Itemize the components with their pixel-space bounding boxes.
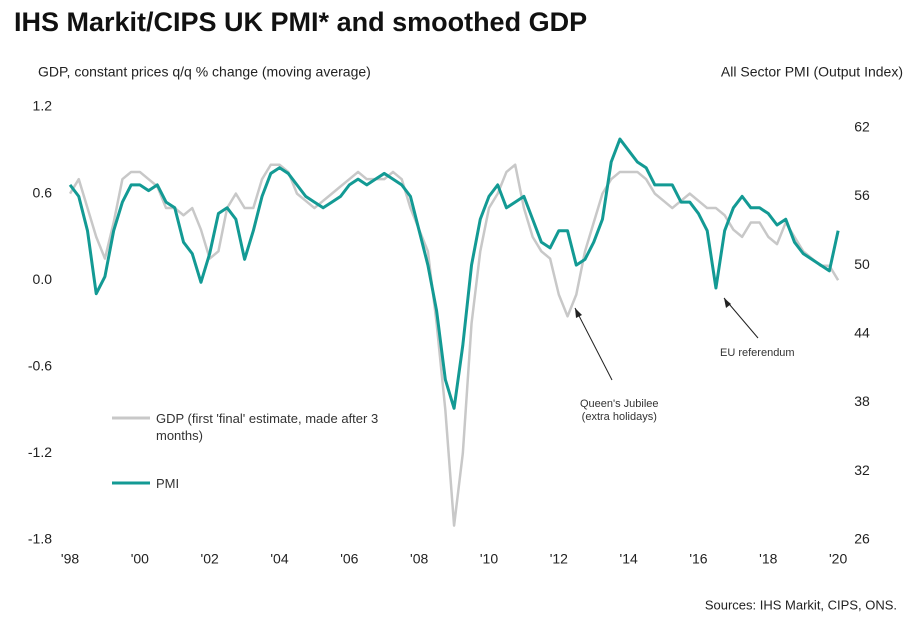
y2-tick-label: 44 [854,325,870,341]
source: Sources: IHS Markit, CIPS, ONS. [705,597,897,612]
x-tick-label: '16 [689,551,707,567]
series-line [68,163,840,527]
arrow [574,307,613,381]
x-tick-label: '00 [131,551,149,567]
y-tick-label: -1.2 [28,444,52,460]
y-axis-label: GDP, constant prices q/q % change (movin… [38,64,371,80]
series-line [68,137,840,410]
x-tick-label: '14 [620,551,638,567]
y2-tick-label: 32 [854,462,870,478]
x-tick-label: '04 [270,551,288,567]
y2-tick-label: 62 [854,118,870,134]
x-tick-label: '98 [61,551,79,567]
y2-tick-label: 56 [854,187,870,203]
x-tick-label: '12 [550,551,568,567]
y2-tick-label: 38 [854,393,870,409]
y2-tick-label: 50 [854,256,870,272]
x-tick-label: '08 [410,551,428,567]
y-tick-label: 0.0 [33,271,53,287]
x-tick-label: '20 [829,551,847,567]
x-tick-label: '02 [201,551,219,567]
chart-title: IHS Markit/CIPS UK PMI* and smoothed GDP [14,7,587,37]
annotation: Queen's Jubilee (extra holidays) [580,398,659,423]
y-tick-label: 0.6 [33,184,53,200]
arrow-head [575,308,582,318]
annotation: EU referendum [720,347,795,359]
x-tick-label: '18 [759,551,777,567]
y-tick-label: 1.2 [33,98,53,114]
y-tick-label: -1.8 [28,531,52,547]
x-tick-label: '10 [480,551,498,567]
y2-tick-label: 26 [854,531,870,547]
y2-axis-label: All Sector PMI (Output Index) [721,64,903,80]
legend-label: PMI [156,476,180,491]
arrow-head [724,298,731,308]
x-tick-label: '06 [340,551,358,567]
legend-label: GDP (first 'final' estimate, made after … [156,411,379,443]
y-tick-label: -0.6 [28,358,52,374]
